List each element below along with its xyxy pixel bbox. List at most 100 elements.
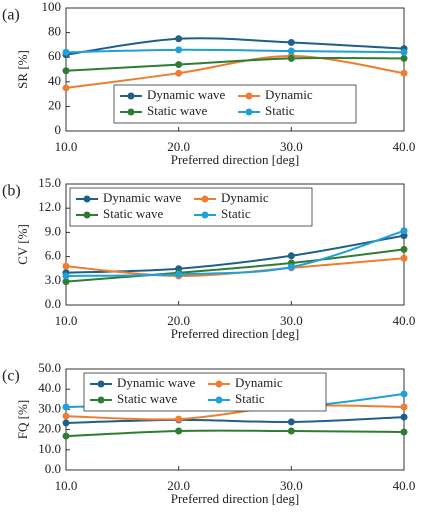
legend-marker [201,211,209,219]
y-tick-label: 50.0 [38,360,61,375]
series [62,35,408,59]
x-tick-label: 30.0 [280,478,303,493]
y-tick-label: 40.0 [38,380,61,395]
legend-label: Static [221,206,251,221]
panel-label: (a) [2,7,20,24]
x-tick-label: 40.0 [393,478,416,493]
legend-box [69,187,313,227]
legend-label: Dynamic wave [103,190,182,205]
series-line [65,404,405,421]
x-tick-label: 10.0 [55,478,78,493]
y-axis-label: FQ [%] [15,400,30,439]
legend-label: Static [265,103,295,118]
legend-label: Dynamic [221,190,269,205]
y-tick-label: 6.0 [45,248,61,263]
point [400,48,408,56]
series-line [65,56,405,72]
x-axis-label: Preferred direction [deg] [171,326,300,341]
point [400,245,408,253]
point [287,418,295,426]
legend-marker [83,211,91,219]
series [62,402,408,423]
point [62,403,70,411]
y-tick-label: 10.0 [38,441,61,456]
legend-marker [127,92,135,100]
legend-label: Dynamic wave [117,375,196,390]
legend-label: Dynamic wave [147,87,226,102]
y-tick-label: 30.0 [38,400,61,415]
y-tick-label: 20.0 [38,421,61,436]
x-axis-label: Preferred direction [deg] [171,152,300,167]
point [287,38,295,46]
x-tick-label: 40.0 [393,139,416,154]
point [287,252,295,260]
point [400,403,408,411]
y-tick-label: 15.0 [38,175,61,190]
legend-marker [97,396,105,404]
legend-label: Static wave [103,206,164,221]
series-line [65,248,405,283]
legend-marker [215,380,223,388]
y-axis-label: SR [%] [15,50,30,89]
series-line [65,429,405,438]
point [62,278,70,286]
y-tick-label: 80 [48,24,61,39]
point [175,427,183,435]
legend-marker [97,380,105,388]
y-tick-label: 60 [48,48,61,63]
series-line [65,234,405,274]
legend-label: Static wave [147,103,208,118]
y-tick-label: 20 [48,97,61,112]
point [175,415,183,423]
x-axis-label: Preferred direction [deg] [171,491,300,506]
y-tick-label: 0.0 [45,296,61,311]
x-tick-label: 30.0 [280,313,303,328]
series-line [65,54,405,89]
x-tick-label: 20.0 [167,478,190,493]
point [62,419,70,427]
legend: Dynamic wave Dynamic Static wave Static [69,187,313,227]
series [62,427,408,440]
point [62,432,70,440]
legend-marker [245,108,253,116]
series-line [65,48,405,54]
x-tick-label: 20.0 [167,139,190,154]
point [175,270,183,278]
x-tick-label: 10.0 [55,139,78,154]
series-line [65,229,405,277]
legend-marker [245,92,253,100]
series [62,245,408,286]
point [400,390,408,398]
x-tick-label: 30.0 [280,139,303,154]
point [287,427,295,435]
y-tick-label: 12.0 [38,199,61,214]
series [62,232,408,277]
point [400,232,408,240]
legend-label: Dynamic [265,87,313,102]
x-tick-label: 10.0 [55,313,78,328]
panel-label: (c) [2,368,20,385]
x-tick-label: 20.0 [167,313,190,328]
point [400,69,408,77]
point [62,272,70,280]
legend: Dynamic wave Dynamic Static wave Static [113,84,357,124]
x-tick-label: 40.0 [393,313,416,328]
legend-marker [83,195,91,203]
legend-marker [215,396,223,404]
point [400,254,408,262]
point [175,61,183,69]
legend-marker [201,195,209,203]
legend-marker [127,108,135,116]
series [62,227,408,280]
legend-label: Dynamic [235,375,283,390]
point [175,46,183,54]
plot-frame [65,183,405,306]
point [400,54,408,62]
point [62,84,70,92]
point [400,428,408,436]
panel-label: (b) [2,183,21,200]
point [62,412,70,420]
series [62,413,408,427]
legend-label: Static [235,391,265,406]
